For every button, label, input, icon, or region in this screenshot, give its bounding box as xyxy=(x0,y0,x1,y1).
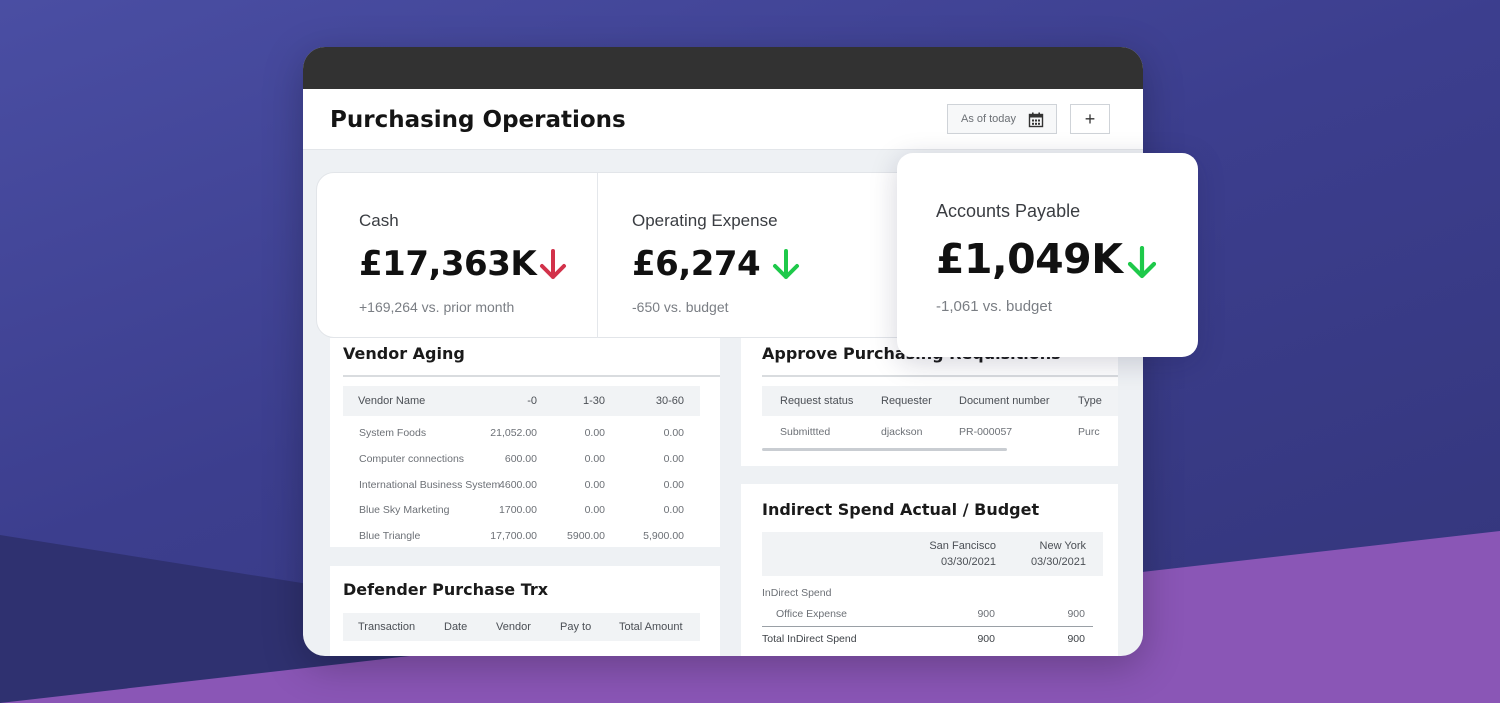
approve-panel: Approve Purchasing Requisitions Request … xyxy=(741,338,1118,466)
plus-icon: + xyxy=(1084,109,1096,129)
column-header: -0 xyxy=(527,395,537,407)
column-header: Transaction xyxy=(358,621,416,633)
kpi-cash-sub: +169,264 vs. prior month xyxy=(359,299,515,315)
table-cell: 0.00 xyxy=(584,479,605,491)
column-header: 30-60 xyxy=(655,395,684,407)
kpi-opex-label: Operating Expense xyxy=(632,211,778,230)
table-header: Vendor Name -0 1-30 30-60 xyxy=(343,386,700,416)
table-cell: 0.00 xyxy=(663,453,684,465)
arrow-down-icon xyxy=(540,249,566,279)
table-cell: 600.00 xyxy=(504,453,537,465)
kpi-divider xyxy=(597,173,598,339)
arrow-down-icon xyxy=(773,249,799,279)
page-title: Purchasing Operations xyxy=(330,107,626,133)
table-cell: 0.00 xyxy=(663,504,684,516)
table-cell: 0.00 xyxy=(663,479,684,491)
kpi-ap-sub: -1,061 vs. budget xyxy=(936,298,1052,315)
table-cell: Purc xyxy=(1078,426,1100,438)
table-header: Transaction Date Vendor Pay to Total Amo… xyxy=(343,613,700,641)
vendor-aging-panel: Vendor Aging Vendor Name -0 1-30 30-60 S… xyxy=(330,338,720,547)
kpi-cash-value: £17,363K xyxy=(359,244,537,284)
kpi-accounts-payable-card[interactable]: Accounts Payable £1,049K -1,061 vs. budg… xyxy=(897,153,1198,357)
date-filter-label: As of today xyxy=(961,113,1017,125)
table-cell: 17,700.00 xyxy=(490,530,537,542)
add-button[interactable]: + xyxy=(1070,104,1110,134)
column-header: Date xyxy=(444,621,468,633)
table-cell: Blue Sky Marketing xyxy=(359,504,450,516)
table-cell: PR-000057 xyxy=(959,426,1013,438)
calendar-icon xyxy=(1028,112,1044,128)
column-header: Vendor Name xyxy=(358,395,426,407)
date-filter-button[interactable]: As of today xyxy=(947,104,1057,134)
table-cell: Total InDirect Spend xyxy=(762,633,857,645)
table-cell: 0.00 xyxy=(584,453,605,465)
column-header: Type xyxy=(1078,395,1102,407)
indirect-spend-panel: Indirect Spend Actual / Budget San Fanci… xyxy=(741,484,1118,656)
table-cell: 5,900.00 xyxy=(643,530,684,542)
arrow-down-icon xyxy=(1127,246,1157,279)
table-cell: Blue Triangle xyxy=(359,530,421,542)
column-header: Document number xyxy=(959,395,1050,407)
table-cell: 900 xyxy=(977,633,995,645)
defender-title: Defender Purchase Trx xyxy=(343,580,549,599)
table-cell: 5900.00 xyxy=(567,530,605,542)
column-header: Requester xyxy=(881,395,932,407)
group-label: InDirect Spend xyxy=(762,587,832,599)
kpi-opex-value: £6,274 xyxy=(632,244,761,284)
table-cell: 4600.00 xyxy=(499,479,537,491)
table-header: Request status Requester Document number… xyxy=(762,386,1118,416)
page-header: Purchasing Operations As of today + xyxy=(303,89,1143,150)
kpi-strip: Cash £17,363K +169,264 vs. prior month O… xyxy=(316,172,916,339)
divider xyxy=(762,626,1093,627)
table-cell: Submittted xyxy=(780,426,831,438)
column-header: Pay to xyxy=(560,621,592,633)
column-header: Vendor xyxy=(496,621,531,633)
kpi-cash-label: Cash xyxy=(359,211,399,230)
indirect-title: Indirect Spend Actual / Budget xyxy=(762,500,1040,519)
table-cell: 1700.00 xyxy=(499,504,537,516)
column-header: 03/30/2021 xyxy=(940,556,996,568)
table-cell: 0.00 xyxy=(584,504,605,516)
kpi-opex-sub: -650 vs. budget xyxy=(632,299,729,315)
app-window: Purchasing Operations As of today + Cash… xyxy=(303,47,1143,656)
table-cell: djackson xyxy=(881,426,923,438)
window-titlebar xyxy=(303,47,1143,89)
column-header: Request status xyxy=(780,395,854,407)
table-cell: 21,052.00 xyxy=(490,427,537,439)
kpi-ap-label: Accounts Payable xyxy=(936,201,1081,221)
table-cell: 900 xyxy=(1067,633,1085,645)
table-cell: 0.00 xyxy=(584,427,605,439)
column-header: 1-30 xyxy=(582,395,605,407)
divider xyxy=(343,375,720,377)
kpi-ap-value: £1,049K xyxy=(936,235,1123,283)
table-cell: Office Expense xyxy=(776,608,848,620)
table-cell: Computer connections xyxy=(359,453,465,465)
table-header: San Fancisco 03/30/2021 New York 03/30/2… xyxy=(762,532,1103,576)
vendor-aging-title: Vendor Aging xyxy=(343,344,465,363)
column-header: New York xyxy=(1039,540,1086,552)
column-header: San Fancisco xyxy=(929,540,996,552)
table-cell: 0.00 xyxy=(663,427,684,439)
table-cell: System Foods xyxy=(359,427,427,439)
column-header: Total Amount xyxy=(619,621,683,633)
table-cell: International Business System xyxy=(359,479,501,491)
table-cell: 900 xyxy=(977,608,995,620)
defender-panel: Defender Purchase Trx Transaction Date V… xyxy=(330,566,720,656)
column-header: 03/30/2021 xyxy=(1030,556,1086,568)
horizontal-scrollbar[interactable] xyxy=(762,448,1007,451)
divider xyxy=(762,375,1118,377)
table-cell: 900 xyxy=(1067,608,1085,620)
